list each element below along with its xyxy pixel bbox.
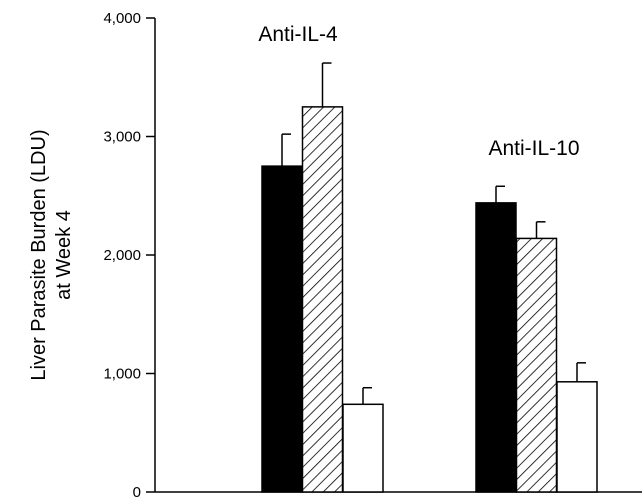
bars xyxy=(261,62,598,493)
y-tick-label: 3,000 xyxy=(103,129,141,146)
bar-hatched xyxy=(515,237,558,493)
bar-hatched xyxy=(301,106,344,493)
y-axis-title-line2: at Week 4 xyxy=(53,210,75,300)
bar-open xyxy=(342,403,384,493)
group-label: Anti-IL-10 xyxy=(488,137,579,160)
bar-open xyxy=(556,381,598,493)
y-tick-label: 2,000 xyxy=(103,247,141,264)
y-tick-label: 0 xyxy=(133,484,141,501)
bar-solid xyxy=(261,165,303,493)
y-axis-title: Liver Parasite Burden (LDU) at Week 4 xyxy=(28,129,75,380)
y-tick-label: 4,000 xyxy=(103,10,141,27)
group-label: Anti-IL-4 xyxy=(258,23,338,46)
y-tick-label: 1,000 xyxy=(103,366,141,383)
bar-solid xyxy=(475,202,517,493)
y-axis-title-line1: Liver Parasite Burden (LDU) xyxy=(28,129,50,380)
group-labels: Anti-IL-4 Anti-IL-10 xyxy=(258,23,579,160)
y-ticks: 0 1,000 2,000 3,000 4,000 xyxy=(103,10,155,501)
